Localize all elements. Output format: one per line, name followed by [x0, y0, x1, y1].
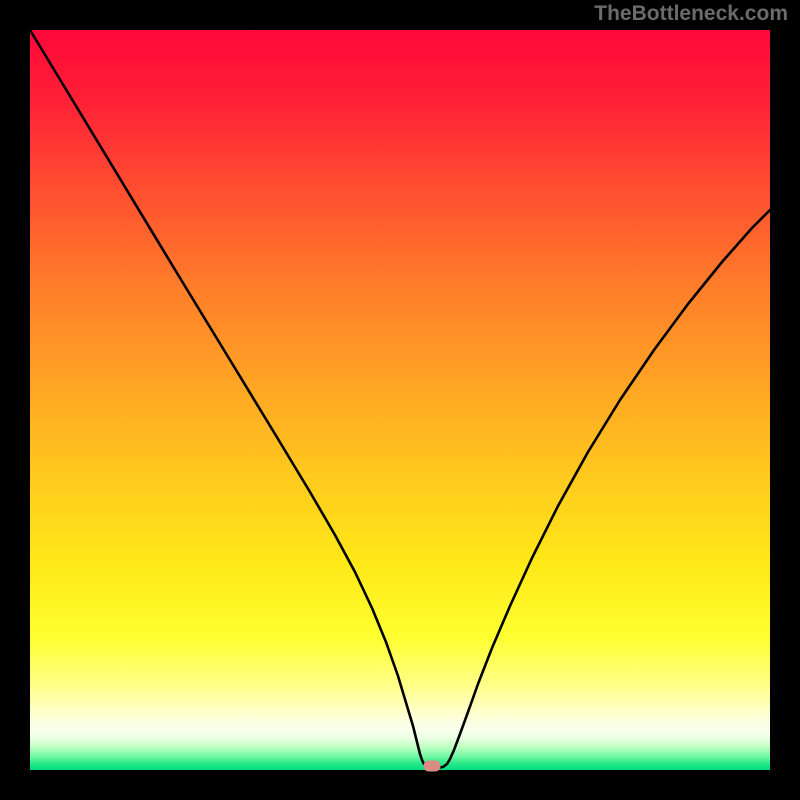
chart-svg — [0, 0, 800, 800]
chart-container: TheBottleneck.com — [0, 0, 800, 800]
plot-background — [30, 30, 770, 770]
watermark-text: TheBottleneck.com — [594, 2, 788, 26]
optimum-marker — [424, 761, 441, 772]
